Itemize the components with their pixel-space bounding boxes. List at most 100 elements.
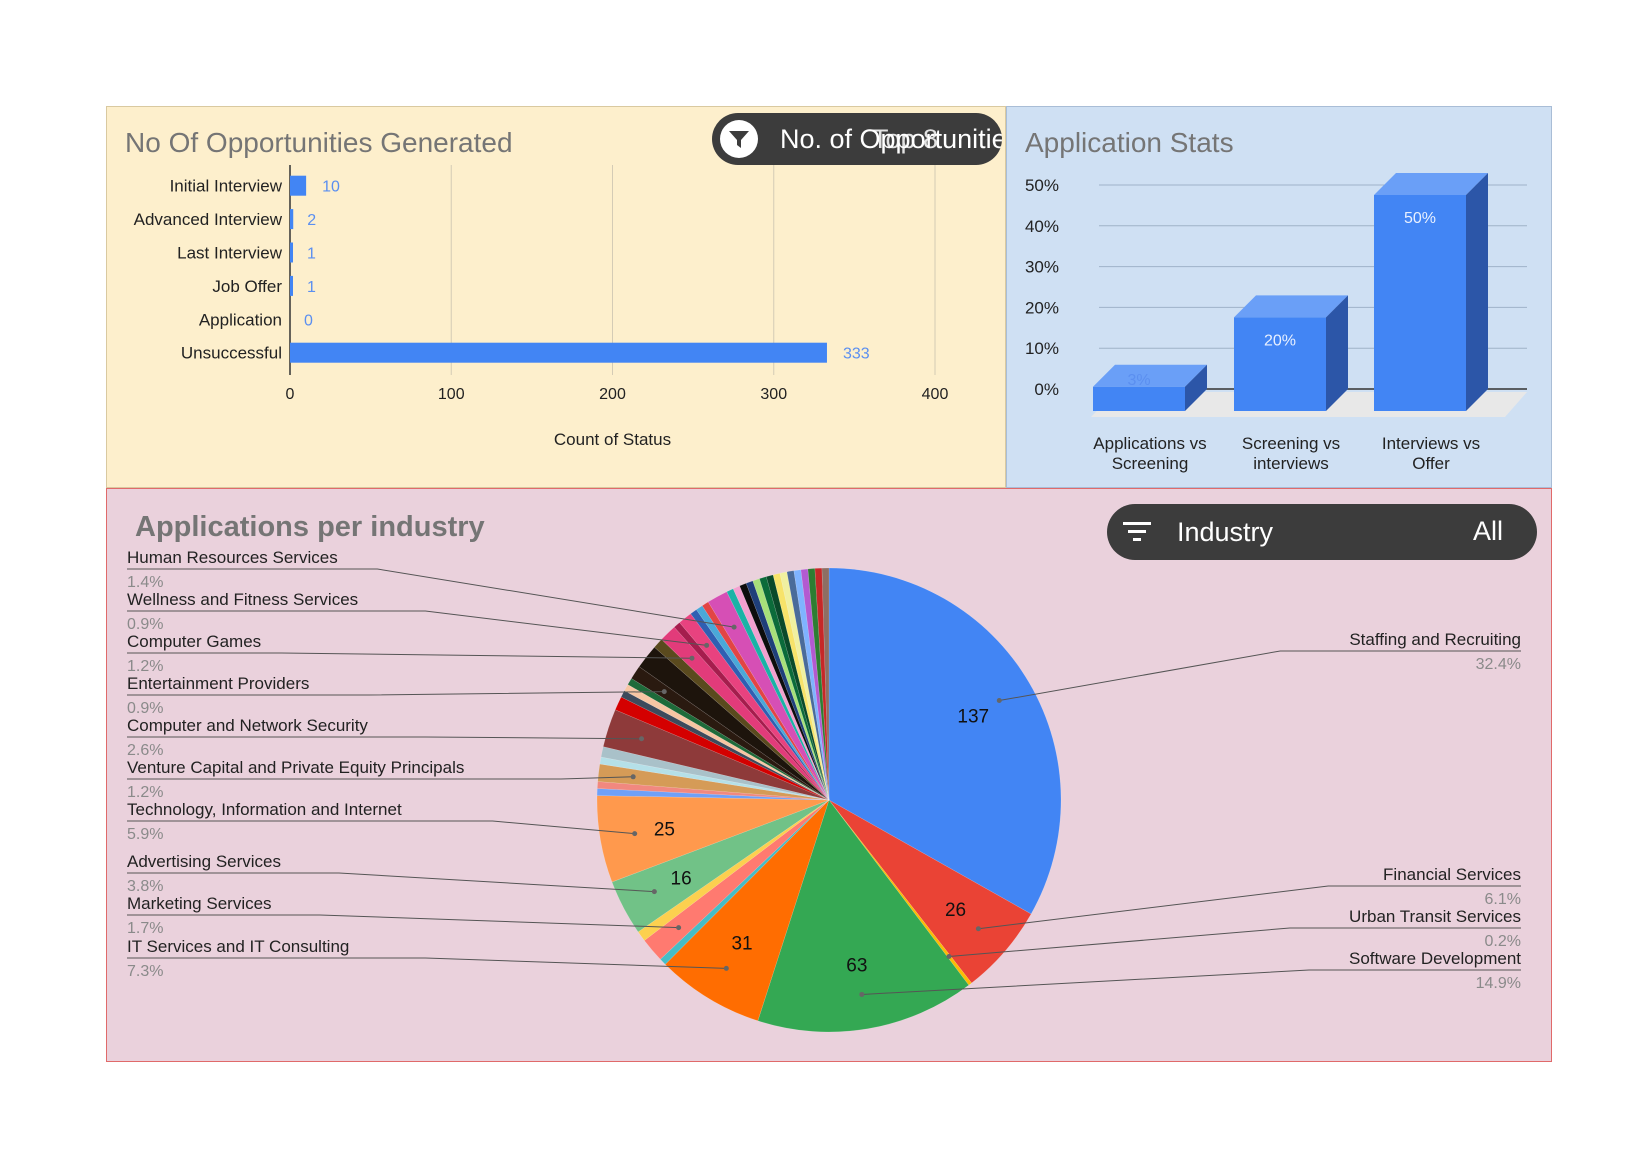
leader-line xyxy=(861,969,1521,995)
opportunities-filter-value: Top 8 xyxy=(872,123,939,154)
leader-dot xyxy=(651,889,657,895)
opportunities-panel: No Of Opportunities Generated No. of Opp… xyxy=(106,106,1006,488)
leader-dot xyxy=(975,926,981,932)
category-label: Screening xyxy=(1112,454,1189,473)
data-label: 10 xyxy=(322,179,340,196)
legend-name: Computer Games xyxy=(127,632,261,651)
leader-dot xyxy=(946,953,952,959)
leader-line xyxy=(127,610,707,646)
funnel-icon xyxy=(720,120,758,158)
industry-filter-label: Industry xyxy=(1177,516,1274,547)
category-label: interviews xyxy=(1253,454,1329,473)
data-label: 0 xyxy=(304,312,313,329)
legend-percent: 3.8% xyxy=(127,878,163,895)
x-tick-label: 0 xyxy=(286,386,295,403)
x-tick-label: 400 xyxy=(922,386,949,403)
legend-percent: 6.1% xyxy=(1485,891,1521,908)
legend-name: Marketing Services xyxy=(127,894,272,913)
industry-filter-chip[interactable]: Industry All xyxy=(1107,504,1537,560)
pie-slice xyxy=(807,568,830,801)
legend-percent: 0.9% xyxy=(127,700,163,717)
data-label: 3% xyxy=(1127,372,1150,389)
legend-name: Entertainment Providers xyxy=(127,674,309,693)
pie-slice xyxy=(644,799,830,960)
pie-slice xyxy=(673,622,830,801)
pie-slice xyxy=(765,574,830,801)
leader-dot xyxy=(731,624,737,630)
category-label: Initial Interview xyxy=(170,177,283,196)
pie-slice xyxy=(759,576,830,801)
pie-slice xyxy=(596,795,830,883)
legend-name: Wellness and Fitness Services xyxy=(127,590,358,609)
pie-slice xyxy=(659,799,830,965)
category-label: Offer xyxy=(1412,454,1450,473)
stats-title: Application Stats xyxy=(1025,127,1234,158)
pie-slice xyxy=(620,690,830,801)
legend-name: Technology, Information and Internet xyxy=(127,800,402,819)
pie-slice xyxy=(779,571,830,801)
opportunities-filter-chip[interactable]: No. of Opportunities Top 8 xyxy=(712,113,1002,165)
legend-percent: 32.4% xyxy=(1476,656,1521,673)
slice-value-label: 31 xyxy=(731,934,752,955)
data-label: 1 xyxy=(307,279,316,296)
legend-percent: 0.2% xyxy=(1485,933,1521,950)
pie-slice xyxy=(772,572,830,801)
pie-slice xyxy=(726,588,830,801)
legend-percent: 1.7% xyxy=(127,920,163,937)
y-tick-label: 30% xyxy=(1025,258,1059,277)
bar xyxy=(290,242,293,263)
bar-top-face xyxy=(1093,364,1207,387)
pie-slice xyxy=(739,582,830,801)
pie-slice xyxy=(597,763,830,801)
pie-slice xyxy=(696,605,830,801)
leader-line xyxy=(127,736,642,740)
legend-name: Software Development xyxy=(1349,949,1521,968)
bar-top-face xyxy=(1234,295,1348,318)
data-label: 1 xyxy=(307,246,316,263)
category-label: Last Interview xyxy=(177,244,283,263)
pie-slice xyxy=(690,609,830,801)
category-label: Application xyxy=(199,310,282,329)
legend-percent: 5.9% xyxy=(127,826,163,843)
leader-dot xyxy=(630,774,636,780)
category-label: Screening vs xyxy=(1242,434,1340,453)
pie-slice xyxy=(600,746,830,801)
pie-slice xyxy=(701,601,830,801)
slice-value-label: 25 xyxy=(654,819,675,840)
pie-slice xyxy=(757,799,970,1033)
leader-dot xyxy=(723,965,729,971)
pie-slice xyxy=(732,585,830,801)
pie-slice xyxy=(611,799,830,933)
pie-slice xyxy=(596,788,830,801)
category-label: Job Offer xyxy=(212,277,282,296)
leader-dot xyxy=(639,736,645,742)
leader-dot xyxy=(689,655,695,661)
leader-dot xyxy=(676,925,682,931)
pie-slice xyxy=(821,567,830,801)
pie-slice xyxy=(679,613,830,801)
y-tick-label: 10% xyxy=(1025,339,1059,358)
category-label: Unsuccessful xyxy=(181,344,282,363)
y-tick-label: 0% xyxy=(1034,380,1059,399)
pie-slice xyxy=(638,646,830,801)
pie-slice xyxy=(631,666,830,801)
data-label: 50% xyxy=(1404,210,1436,227)
category-label: Advanced Interview xyxy=(134,210,283,229)
x-axis-title: Count of Status xyxy=(554,430,671,449)
bar-side-face xyxy=(1185,364,1207,411)
bar-top-face xyxy=(1374,173,1488,195)
stats-3d-bar-chart: 0%10%20%30%40%50%3%Applications vsScreen… xyxy=(1025,173,1527,473)
legend-percent: 1.2% xyxy=(127,784,163,801)
bar-side-face xyxy=(1466,173,1488,411)
pie-slice xyxy=(745,580,830,801)
legend-name: Computer and Network Security xyxy=(127,716,368,735)
leader-line xyxy=(127,957,727,969)
leader-line xyxy=(127,568,735,628)
pie-slice xyxy=(814,567,830,801)
y-tick-label: 50% xyxy=(1025,176,1059,195)
leader-dot xyxy=(632,831,638,837)
bar-front-face xyxy=(1234,317,1326,411)
legend-name: Staffing and Recruiting xyxy=(1349,630,1521,649)
slice-value-label: 16 xyxy=(671,869,692,890)
leader-line xyxy=(948,927,1521,957)
